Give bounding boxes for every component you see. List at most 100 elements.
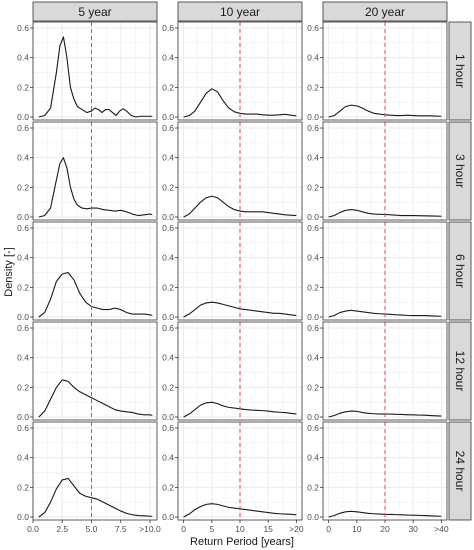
panel-5-year-3-hour: 0.0 0.2 0.4 0.6: [17, 121, 158, 222]
y-tick-label: 0.0: [307, 312, 319, 322]
panel-20-year-1-hour: 0.0 0.2 0.4 0.6: [307, 21, 448, 122]
y-tick-label: 0.0: [17, 212, 29, 222]
y-tick-label: 0.2: [162, 182, 174, 192]
y-tick-label: 0.4: [307, 353, 319, 363]
y-tick-label: 0.4: [17, 153, 29, 163]
panel-20-year-12-hour: 0.0 0.2 0.4 0.6: [307, 321, 448, 422]
panel-20-year-3-hour: 0.0 0.2 0.4 0.6: [307, 121, 448, 222]
y-tick-label: 0.6: [17, 323, 29, 333]
panel-border: [32, 21, 158, 121]
panel-background: [33, 122, 157, 220]
row-strip-label: 12 hour: [453, 351, 467, 392]
panel-border: [177, 221, 303, 321]
y-tick-label: 0.2: [162, 82, 174, 92]
panel-5-year-1-hour: 0.0 0.2 0.4 0.6: [17, 21, 158, 122]
panel-border: [322, 221, 448, 321]
panel-border: [177, 321, 303, 421]
y-tick-label: 0.2: [17, 382, 29, 392]
y-tick-label: 0.0: [307, 112, 319, 122]
y-tick-label: 0.2: [307, 182, 319, 192]
y-tick-label: 0.2: [307, 82, 319, 92]
panels-layer: 5 year 10 year 20 year 1 hour 3 hour 6 hour 12…: [17, 1, 472, 534]
y-tick-label: 0.4: [17, 53, 29, 63]
y-tick-label: 0.4: [162, 353, 174, 363]
x-tick-label: >40: [434, 524, 449, 534]
y-tick-label: 0.6: [307, 323, 319, 333]
panel-border: [177, 121, 303, 221]
y-tick-label: 0.0: [307, 412, 319, 422]
y-tick-label: 0.2: [162, 482, 174, 492]
panel-border: [32, 321, 158, 421]
y-tick-label: 0.4: [17, 253, 29, 263]
y-tick-label: 0.6: [162, 23, 174, 33]
y-tick-label: 0.6: [17, 423, 29, 433]
panel-background: [33, 422, 157, 520]
y-tick-label: 0.6: [307, 423, 319, 433]
x-tick-label: 0: [326, 524, 331, 534]
y-tick-label: 0.2: [17, 182, 29, 192]
density-curve: [183, 195, 297, 218]
x-tick-label: 15: [263, 524, 273, 534]
panel-10-year-12-hour: 0.0 0.2 0.4 0.6: [162, 321, 303, 422]
row-strip-label: 24 hour: [453, 451, 467, 492]
panel-5-year-12-hour: 0.0 0.2 0.4 0.6: [17, 321, 158, 422]
panel-background: [33, 22, 157, 120]
density-curve: [38, 477, 153, 518]
row-strip-6-hour: [448, 221, 472, 321]
x-tick-label: 0.0: [27, 524, 39, 534]
row-strip-12-hour: [448, 321, 472, 421]
y-tick-label: 0.0: [162, 412, 174, 422]
column-strip-5-year: [32, 1, 158, 22]
y-tick-label: 0.6: [162, 223, 174, 233]
y-tick-label: 0.6: [17, 23, 29, 33]
row-strip-3-hour: [448, 121, 472, 221]
panel-5-year-24-hour: 0.0 0.2 0.4 0.6 0.0 2.5 5.0 7.5 >10.0: [17, 421, 161, 534]
y-tick-label: 0.6: [162, 123, 174, 133]
column-strip-label: 10 year: [220, 5, 260, 19]
y-tick-label: 0.2: [307, 482, 319, 492]
column-strip-10-year: [177, 1, 303, 22]
panel-border: [322, 21, 448, 121]
x-tick-label: 20: [380, 524, 390, 534]
row-strip-label: 3 hour: [453, 154, 467, 188]
x-tick-label: >20: [289, 524, 304, 534]
panel-background: [33, 222, 157, 320]
panel-border: [322, 121, 448, 221]
x-tick-label: 30: [408, 524, 418, 534]
x-tick-label: 10: [235, 524, 245, 534]
y-tick-label: 0.4: [162, 153, 174, 163]
column-strip-20-year: [322, 1, 448, 22]
y-tick-label: 0.4: [307, 53, 319, 63]
y-tick-label: 0.2: [162, 382, 174, 392]
y-tick-label: 0.2: [17, 82, 29, 92]
y-tick-label: 0.6: [17, 123, 29, 133]
y-tick-label: 0.0: [307, 212, 319, 222]
x-tick-label: >10.0: [139, 524, 161, 534]
panel-border: [32, 221, 158, 321]
y-tick-label: 0.6: [162, 423, 174, 433]
density-curve: [38, 157, 153, 218]
x-tick-label: 0: [181, 524, 186, 534]
x-tick-label: 10: [352, 524, 362, 534]
y-tick-label: 0.2: [17, 282, 29, 292]
y-tick-label: 0.2: [307, 382, 319, 392]
column-strip-label: 5 year: [78, 5, 111, 19]
y-tick-label: 0.4: [162, 453, 174, 463]
panel-20-year-24-hour: 0.0 0.2 0.4 0.6 0 10 20 30 >40: [307, 421, 449, 534]
panel-10-year-6-hour: 0.0 0.2 0.4 0.6: [162, 221, 303, 322]
density-curve: [38, 36, 153, 118]
y-tick-label: 0.0: [162, 212, 174, 222]
row-strip-label: 6 hour: [453, 254, 467, 288]
y-tick-label: 0.0: [17, 512, 29, 522]
y-tick-label: 0.0: [307, 512, 319, 522]
y-tick-label: 0.0: [162, 112, 174, 122]
x-tick-label: 5.0: [86, 524, 98, 534]
y-tick-label: 0.6: [17, 223, 29, 233]
row-strip-24-hour: [448, 421, 472, 521]
column-strip-label: 20 year: [365, 5, 405, 19]
x-tick-label: 5: [209, 524, 214, 534]
row-strip-label: 1 hour: [453, 54, 467, 88]
y-tick-label: 0.0: [162, 312, 174, 322]
x-tick-label: 2.5: [56, 524, 68, 534]
